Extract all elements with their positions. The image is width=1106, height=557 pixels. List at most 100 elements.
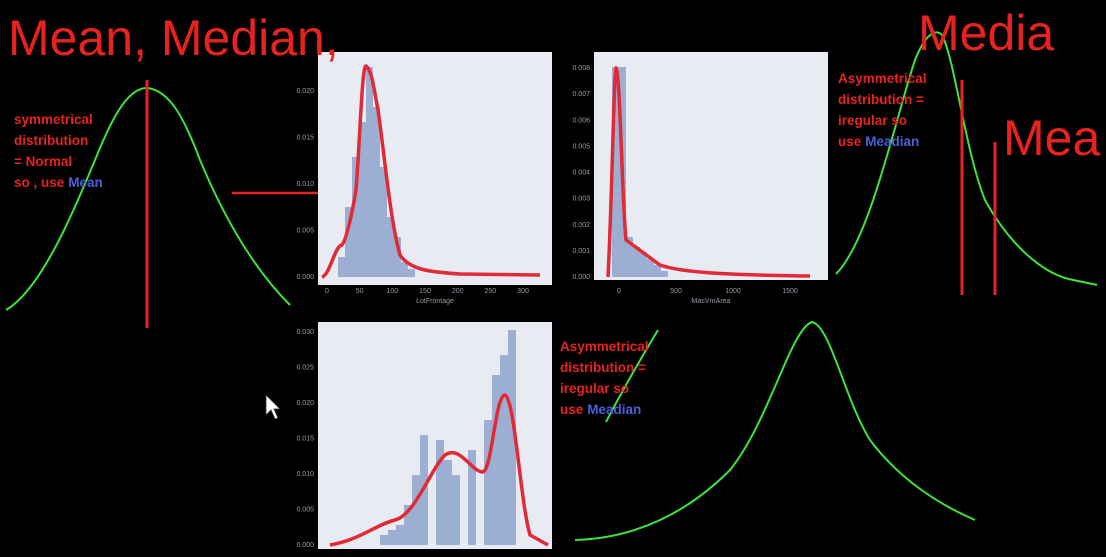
y-tick-label: 0.005 xyxy=(296,507,314,514)
bar xyxy=(388,530,396,545)
y-tick-label: 0.008 xyxy=(572,65,590,72)
y-tick-label: 0.001 xyxy=(572,248,590,255)
y-tick-label: 0.002 xyxy=(572,222,590,229)
bar xyxy=(394,237,401,277)
bar xyxy=(359,122,366,277)
bar xyxy=(380,167,387,277)
y-tick-label: 0.010 xyxy=(296,181,314,188)
x-tick-label: 100 xyxy=(386,288,398,295)
bar xyxy=(404,505,412,545)
histogram-panel xyxy=(318,322,552,549)
density-curve xyxy=(321,64,541,279)
y-tick-label: 0.020 xyxy=(296,88,314,95)
bar xyxy=(626,237,633,277)
y-tick-label: 0.015 xyxy=(296,436,314,443)
note-text: distribution = xyxy=(838,92,924,107)
note-text: use xyxy=(838,134,862,149)
y-tick-label: 0.003 xyxy=(572,196,590,203)
histogram-panel xyxy=(594,52,828,280)
green-stroke xyxy=(605,329,659,423)
y-tick-label: 0.000 xyxy=(572,274,590,281)
note-line: so , use Mean xyxy=(14,175,103,190)
note-text: iregular so xyxy=(560,381,629,396)
y-tick-label: 0.006 xyxy=(572,117,590,124)
x-tick-label: 50 xyxy=(356,288,364,295)
density-curve xyxy=(606,65,811,278)
y-tick-label: 0.030 xyxy=(296,329,314,336)
bar xyxy=(492,375,500,545)
y-tick-label: 0.000 xyxy=(296,274,314,281)
bar xyxy=(468,450,476,545)
x-tick-label: 1000 xyxy=(725,288,741,295)
bar xyxy=(401,262,408,277)
note-text: symmetrical xyxy=(14,112,93,127)
y-tick-label: 0.005 xyxy=(296,228,314,235)
bar xyxy=(380,535,388,545)
bar xyxy=(612,67,619,277)
x-tick-label: 1500 xyxy=(782,288,798,295)
y-tick-label: 0.000 xyxy=(296,542,314,549)
y-tick-label: 0.004 xyxy=(572,170,590,177)
bar xyxy=(633,247,640,277)
cursor xyxy=(265,394,281,420)
bar xyxy=(654,265,661,277)
note-line: use Meadian xyxy=(560,402,641,417)
bar xyxy=(508,330,516,545)
bar xyxy=(444,460,452,545)
bar xyxy=(412,475,420,545)
note-line: = Normal xyxy=(14,154,72,169)
y-tick-label: 0.007 xyxy=(572,91,590,98)
x-tick-label: 300 xyxy=(517,288,529,295)
x-axis-label: MasVnrArea xyxy=(692,298,731,305)
bar xyxy=(661,271,668,277)
bar xyxy=(373,107,380,277)
note-line: distribution xyxy=(14,133,88,148)
y-tick-label: 0.020 xyxy=(296,400,314,407)
bar xyxy=(452,475,460,545)
note-text: Asymmetrical xyxy=(560,339,649,354)
note-highlight: Meadian xyxy=(865,134,919,149)
note-text: Asymmetrical xyxy=(838,71,927,86)
density-curve xyxy=(329,393,549,547)
bar xyxy=(352,157,359,277)
note-line: iregular so xyxy=(560,381,629,396)
y-tick-label: 0.015 xyxy=(296,135,314,142)
note-line: use Meadian xyxy=(838,134,919,149)
bar xyxy=(366,67,373,277)
bell-curve-right xyxy=(835,31,1098,286)
bar xyxy=(408,269,415,277)
note-text: distribution = xyxy=(560,360,646,375)
x-tick-label: 200 xyxy=(452,288,464,295)
note-line: iregular so xyxy=(838,113,907,128)
x-tick-label: 0 xyxy=(617,288,621,295)
heading-median: Media xyxy=(918,5,1054,61)
note-text: so , use xyxy=(14,175,65,190)
note-text: = Normal xyxy=(14,154,72,169)
y-tick-label: 0.005 xyxy=(572,143,590,150)
plot-background xyxy=(318,322,552,549)
x-tick-label: 0 xyxy=(325,288,329,295)
note-highlight: Mean xyxy=(68,175,103,190)
note-line: Asymmetrical xyxy=(838,71,927,86)
bar xyxy=(647,259,654,277)
y-tick-label: 0.025 xyxy=(296,365,314,372)
x-tick-label: 500 xyxy=(670,288,682,295)
x-tick-label: 250 xyxy=(484,288,496,295)
note-text: iregular so xyxy=(838,113,907,128)
y-tick-label: 0.010 xyxy=(296,471,314,478)
bar xyxy=(396,525,404,545)
bar xyxy=(345,207,352,277)
bar xyxy=(338,257,345,277)
title: Mean, Median, xyxy=(8,10,339,66)
note-highlight: Meadian xyxy=(587,402,641,417)
note-line: distribution = xyxy=(560,360,646,375)
histogram-panel xyxy=(318,52,552,285)
note-text: distribution xyxy=(14,133,88,148)
note-line: symmetrical xyxy=(14,112,93,127)
bar xyxy=(484,420,492,545)
note-text: use xyxy=(560,402,584,417)
x-axis-label: LotFrontage xyxy=(416,298,454,305)
